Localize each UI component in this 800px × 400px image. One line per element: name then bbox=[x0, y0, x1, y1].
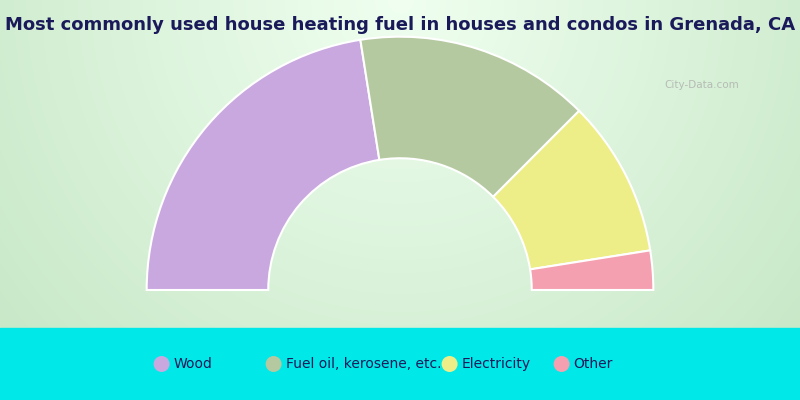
Wedge shape bbox=[493, 111, 650, 269]
Text: Fuel oil, kerosene, etc.: Fuel oil, kerosene, etc. bbox=[286, 357, 441, 371]
Wedge shape bbox=[530, 250, 654, 290]
Text: Other: Other bbox=[574, 357, 613, 371]
Text: City-Data.com: City-Data.com bbox=[664, 80, 738, 90]
Text: Wood: Wood bbox=[174, 357, 213, 371]
Text: Most commonly used house heating fuel in houses and condos in Grenada, CA: Most commonly used house heating fuel in… bbox=[5, 16, 795, 34]
Text: Electricity: Electricity bbox=[462, 357, 530, 371]
Bar bbox=[0, 328, 800, 400]
Wedge shape bbox=[360, 37, 579, 197]
Wedge shape bbox=[146, 40, 379, 290]
